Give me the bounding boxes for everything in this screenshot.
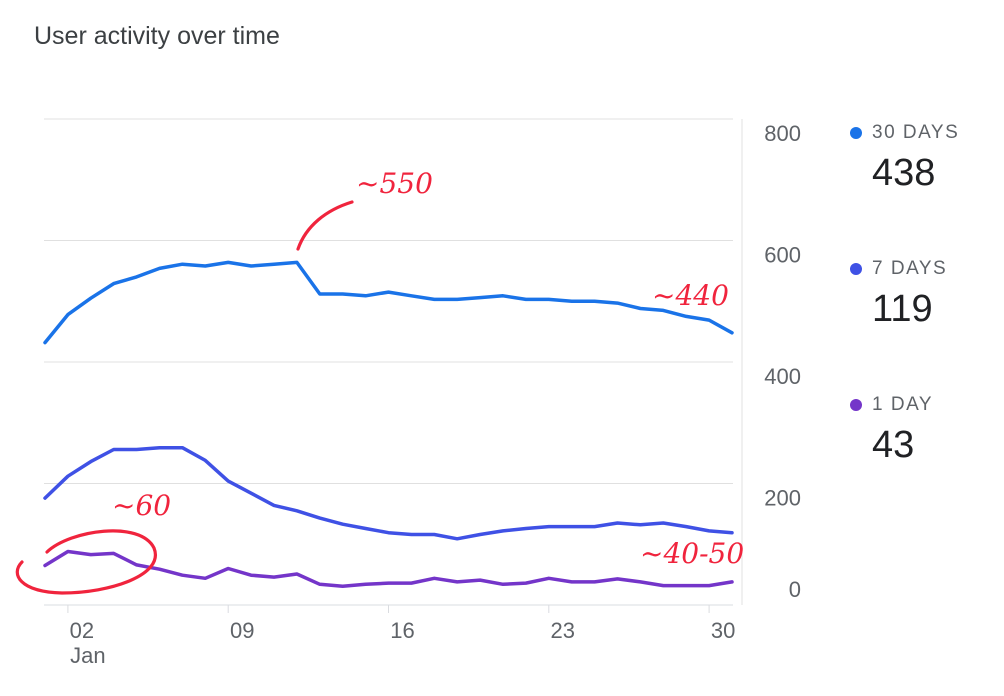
series-points-30-days xyxy=(44,262,733,343)
y-tick-label-400: 400 xyxy=(764,364,801,389)
y-tick-label-0: 0 xyxy=(789,577,801,602)
x-tick-label-16: 16 xyxy=(390,618,414,643)
y-tick-label-800: 800 xyxy=(764,121,801,146)
legend-label: 1 DAY xyxy=(872,394,934,415)
annotation-circle-stroke xyxy=(15,529,157,595)
chart-title: User activity over time xyxy=(34,22,280,50)
annotation-end-30d: ~440 xyxy=(652,279,729,312)
series-line-30-days xyxy=(43,260,734,345)
series-points-7-days xyxy=(44,447,733,539)
annotation-end-1d: ~40-50 xyxy=(640,537,744,570)
legend-value: 43 xyxy=(872,424,915,466)
legend-item-7-days[interactable]: 7 DAYS 119 xyxy=(850,258,947,331)
x-tick-label-30: 30 xyxy=(711,618,735,643)
annotation-arrow-stroke xyxy=(296,200,354,251)
annotation-peak-30d: ~550 xyxy=(356,167,433,200)
legend-label: 30 DAYS xyxy=(872,122,960,143)
legend-dot-30-days xyxy=(850,127,862,139)
x-tick-label-02: 02 xyxy=(70,618,94,643)
y-tick-label-600: 600 xyxy=(764,243,801,268)
x-tick-sublabel-jan: Jan xyxy=(70,643,105,668)
legend-value: 438 xyxy=(872,152,936,194)
legend-item-30-days[interactable]: 30 DAYS 438 xyxy=(850,122,959,195)
legend-item-1-day[interactable]: 1 DAY 43 xyxy=(850,394,933,467)
legend-value: 119 xyxy=(872,288,933,330)
legend-dot-1-day xyxy=(850,399,862,411)
x-tick-label-09: 09 xyxy=(230,618,254,643)
annotation-start-1d: ~60 xyxy=(112,489,171,522)
y-tick-label-200: 200 xyxy=(764,486,801,511)
series-points-1-day xyxy=(44,551,733,587)
legend-label: 7 DAYS xyxy=(872,258,948,279)
legend-dot-7-days xyxy=(850,263,862,275)
x-tick-label-23: 23 xyxy=(551,618,575,643)
